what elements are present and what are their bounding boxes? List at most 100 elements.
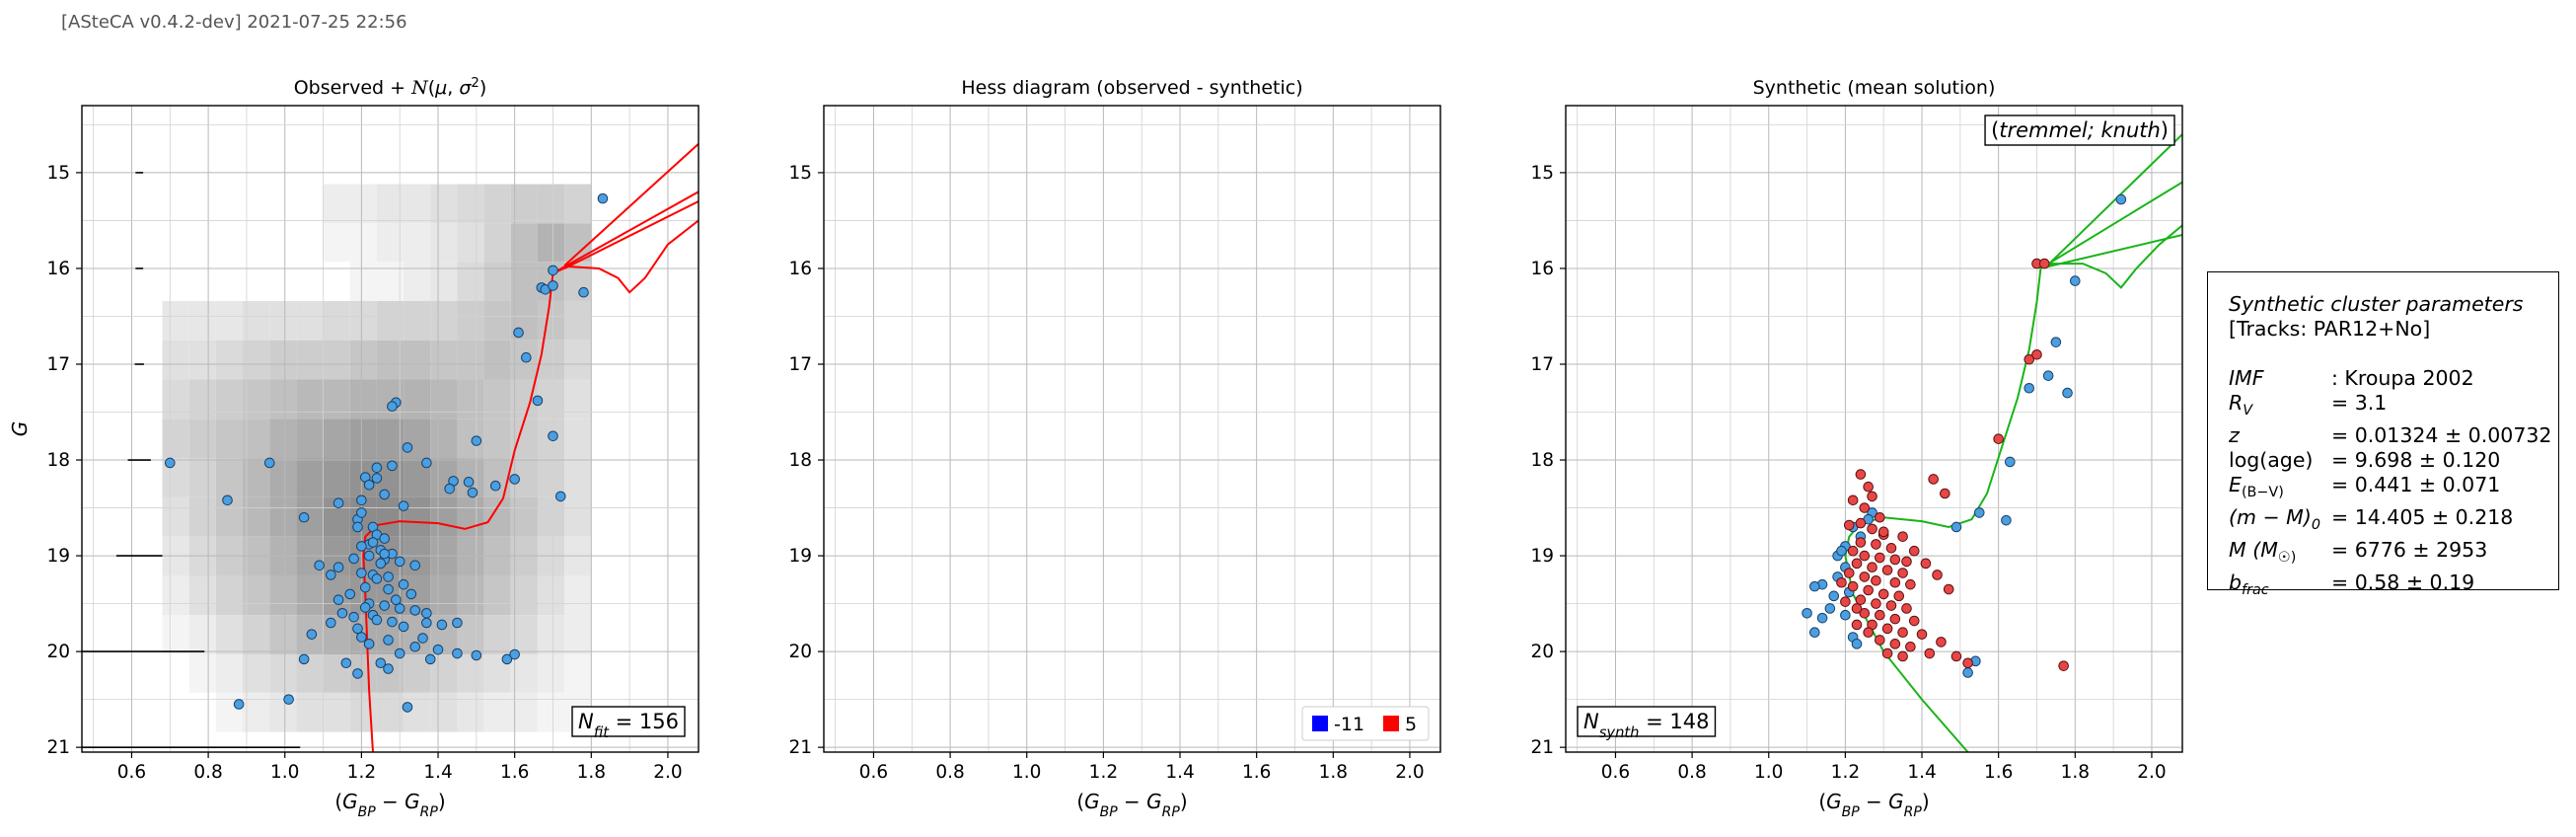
observed-star-point	[356, 495, 367, 506]
density-bin	[269, 418, 297, 459]
observed-star-point	[383, 663, 394, 674]
density-bin	[430, 575, 458, 616]
observed-star-point	[398, 621, 409, 633]
observed-star-point	[548, 430, 558, 442]
params-row: M (M☉) = 6776 ± 2953	[2229, 538, 2558, 571]
density-bin	[349, 379, 377, 419]
density-bin	[188, 418, 216, 459]
density-bin	[323, 418, 350, 459]
legend-swatch	[1312, 716, 1328, 731]
density-bin	[537, 496, 565, 537]
observed-star-point	[379, 548, 390, 560]
params-value: = 3.1	[2331, 391, 2388, 415]
observed-star-point	[394, 556, 405, 568]
density-bin	[510, 496, 538, 537]
density-bin	[162, 615, 189, 655]
density-bin	[323, 300, 350, 341]
synthetic-binary-star-point	[1843, 519, 1855, 531]
density-bin	[430, 223, 458, 263]
density-bin	[162, 496, 189, 537]
density-bin	[243, 300, 270, 341]
density-bin	[483, 458, 511, 497]
observed-star-point	[417, 633, 428, 644]
density-bin	[510, 575, 538, 616]
synthetic-single-star-point	[1973, 507, 1985, 518]
density-bin	[537, 692, 565, 732]
synthetic-binary-star-point	[1908, 615, 1920, 627]
params-key: IMF	[2229, 366, 2264, 390]
x-tick-label: 1.4	[423, 762, 452, 783]
density-bin	[215, 692, 244, 732]
observed-star-point	[356, 568, 367, 578]
density-bin	[404, 184, 431, 224]
panel-title: Synthetic (mean solution)	[1753, 77, 1996, 99]
synthetic-binary-star-point	[1851, 619, 1863, 631]
params-row: log(age) = 9.698 ± 0.120	[2229, 448, 2558, 473]
density-bin	[215, 379, 244, 419]
params-value: : Kroupa 2002	[2331, 366, 2474, 390]
isochrone-branch	[2047, 234, 2182, 267]
density-bin	[188, 379, 216, 419]
synthetic-binary-star-point	[1943, 583, 1954, 595]
observed-star-point	[332, 562, 344, 573]
isochrone-branch	[2039, 181, 2182, 269]
density-bin	[376, 418, 405, 459]
y-tick-label: 19	[46, 546, 70, 567]
observed-star-point	[394, 647, 405, 659]
density-bin	[323, 223, 350, 263]
density-bin	[483, 418, 511, 459]
observed-star-point	[421, 617, 432, 629]
x-tick-label: 1.6	[500, 762, 529, 783]
observed-star-point	[340, 657, 352, 669]
synthetic-params-box: Synthetic cluster parameters [Tracks: PA…	[2207, 271, 2559, 598]
density-bin	[269, 496, 297, 537]
density-bin	[188, 340, 216, 380]
legend-swatch	[1383, 716, 1399, 731]
params-key: RV	[2229, 391, 2253, 419]
synthetic-binary-star-point	[1867, 562, 1877, 573]
synthetic-binary-star-point	[1859, 550, 1871, 562]
density-bin	[537, 340, 565, 380]
density-bin	[564, 340, 592, 380]
density-bin	[404, 379, 431, 419]
synthetic-binary-star-point	[1859, 571, 1871, 582]
x-tick-label: 1.0	[270, 762, 299, 783]
density-bin	[564, 654, 592, 693]
density-bin	[564, 418, 592, 459]
y-tick-label: 18	[788, 450, 812, 471]
density-bin	[269, 654, 297, 693]
density-bin	[323, 692, 350, 732]
density-bin	[564, 496, 592, 537]
density-bin	[404, 262, 431, 301]
isochrone-branch	[563, 200, 699, 269]
density-bin	[215, 418, 244, 459]
synthetic-binary-star-point	[1893, 590, 1905, 602]
y-tick-label: 15	[788, 163, 812, 184]
density-bin	[404, 300, 431, 341]
density-bin	[349, 300, 377, 341]
axes-frame	[81, 105, 699, 753]
density-bin	[430, 418, 458, 459]
density-bin	[430, 340, 458, 380]
axes-frame	[1565, 105, 2183, 753]
y-tick-label: 18	[1530, 450, 1554, 471]
observed-star-point	[298, 653, 310, 665]
synthetic-binary-star-point	[1875, 511, 1885, 523]
isochrone-branch	[563, 143, 699, 266]
density-bin	[483, 184, 511, 224]
synthetic-binary-star-point	[1908, 545, 1920, 557]
density-bin	[537, 184, 565, 224]
observed-star-point	[383, 571, 394, 582]
observed-star-point	[424, 653, 436, 665]
synthetic-binary-star-point	[1889, 639, 1901, 649]
density-map	[162, 184, 592, 732]
synthetic-binary-star-point	[2058, 660, 2069, 671]
density-bin	[404, 692, 431, 732]
synthetic-binary-star-point	[1851, 603, 1863, 614]
x-tick-label: 1.4	[1165, 762, 1194, 783]
y-tick-label: 19	[1530, 546, 1554, 567]
density-bin	[404, 340, 431, 380]
observed-star-point	[352, 623, 363, 635]
observed-star-point	[387, 460, 398, 472]
